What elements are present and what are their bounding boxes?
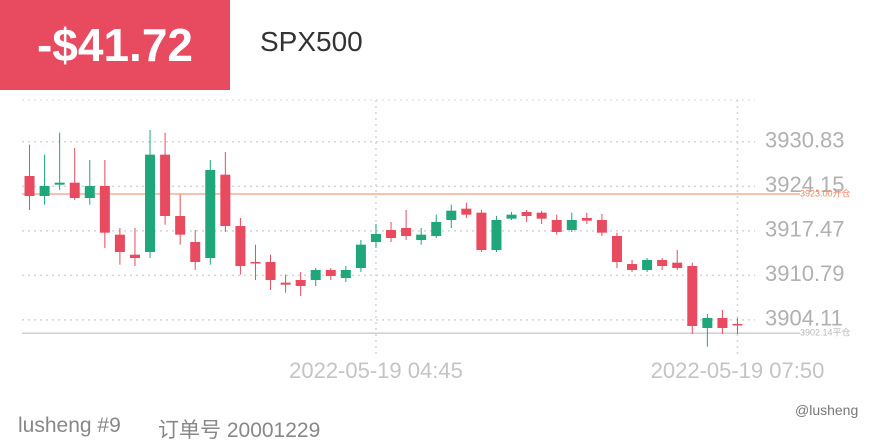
- candle-body: [370, 234, 381, 242]
- x-tick-label: 2022-05-19 04:45: [289, 358, 463, 383]
- candle-body: [84, 186, 95, 198]
- candle-body: [566, 220, 577, 230]
- y-tick-label: 3924.15: [765, 172, 845, 197]
- candle-body: [114, 234, 125, 252]
- candle-body: [310, 270, 321, 280]
- candle-body: [69, 182, 80, 198]
- candle-body: [702, 318, 713, 328]
- candle-body: [175, 216, 186, 235]
- price-line-label: 3902.14平仓: [800, 326, 851, 337]
- candle-body: [386, 230, 397, 238]
- y-tick-label: 3910.79: [765, 261, 845, 286]
- candle-body: [325, 270, 336, 276]
- candle-body: [99, 186, 110, 233]
- candle-body: [446, 210, 457, 220]
- candle-body: [24, 176, 35, 196]
- candlestick-chart: 3930.83 3924.15 3917.47 3910.79 3904.11 2022-…: [22, 99, 851, 383]
- pnl-badge: [0, 0, 230, 90]
- candle-body: [551, 220, 562, 232]
- candle-body: [265, 262, 276, 280]
- candle-body: [39, 186, 50, 196]
- symbol: SPX500: [260, 26, 363, 57]
- candle-body: [280, 282, 291, 285]
- candle-body: [732, 324, 743, 326]
- candle-body: [642, 260, 653, 270]
- y-tick-label: 3917.47: [765, 217, 845, 242]
- candle-body: [536, 212, 547, 219]
- candle-body: [145, 154, 156, 252]
- candle-body: [54, 182, 65, 185]
- candle-body: [431, 222, 442, 236]
- y-tick-label: 3904.11: [765, 306, 843, 331]
- candle-body: [355, 244, 366, 268]
- candle-body: [596, 220, 607, 233]
- y-tick-label: 3930.83: [765, 128, 845, 153]
- candle-body: [220, 174, 231, 226]
- watermark: @lusheng: [795, 402, 859, 418]
- candle-body: [506, 214, 517, 219]
- pnl-value: -$41.72: [36, 19, 193, 71]
- candle-body: [205, 170, 216, 258]
- candle-body: [129, 254, 140, 258]
- price-line-label: 3923.00开仓: [800, 187, 851, 198]
- candle-body: [491, 220, 502, 250]
- account: lusheng #9: [18, 414, 121, 437]
- candle-body: [581, 218, 592, 221]
- order-number: 订单号 20001229: [158, 419, 321, 442]
- candle-body: [235, 226, 246, 266]
- candle-body: [401, 228, 412, 236]
- candle-body: [340, 270, 351, 278]
- candle-body: [521, 212, 532, 216]
- x-tick-label: 2022-05-19 07:50: [651, 358, 825, 383]
- candle-body: [160, 154, 171, 216]
- candle-body: [717, 318, 728, 328]
- candle-body: [461, 208, 472, 215]
- candle-body: [295, 280, 306, 286]
- candle-body: [190, 242, 201, 262]
- candle-body: [687, 266, 698, 326]
- candle-body: [476, 212, 487, 250]
- candle-body: [657, 260, 668, 266]
- candle-body: [627, 264, 638, 270]
- candle-body: [611, 236, 622, 262]
- candle-body: [416, 234, 427, 240]
- candle-body: [250, 262, 261, 264]
- candle-body: [672, 262, 683, 268]
